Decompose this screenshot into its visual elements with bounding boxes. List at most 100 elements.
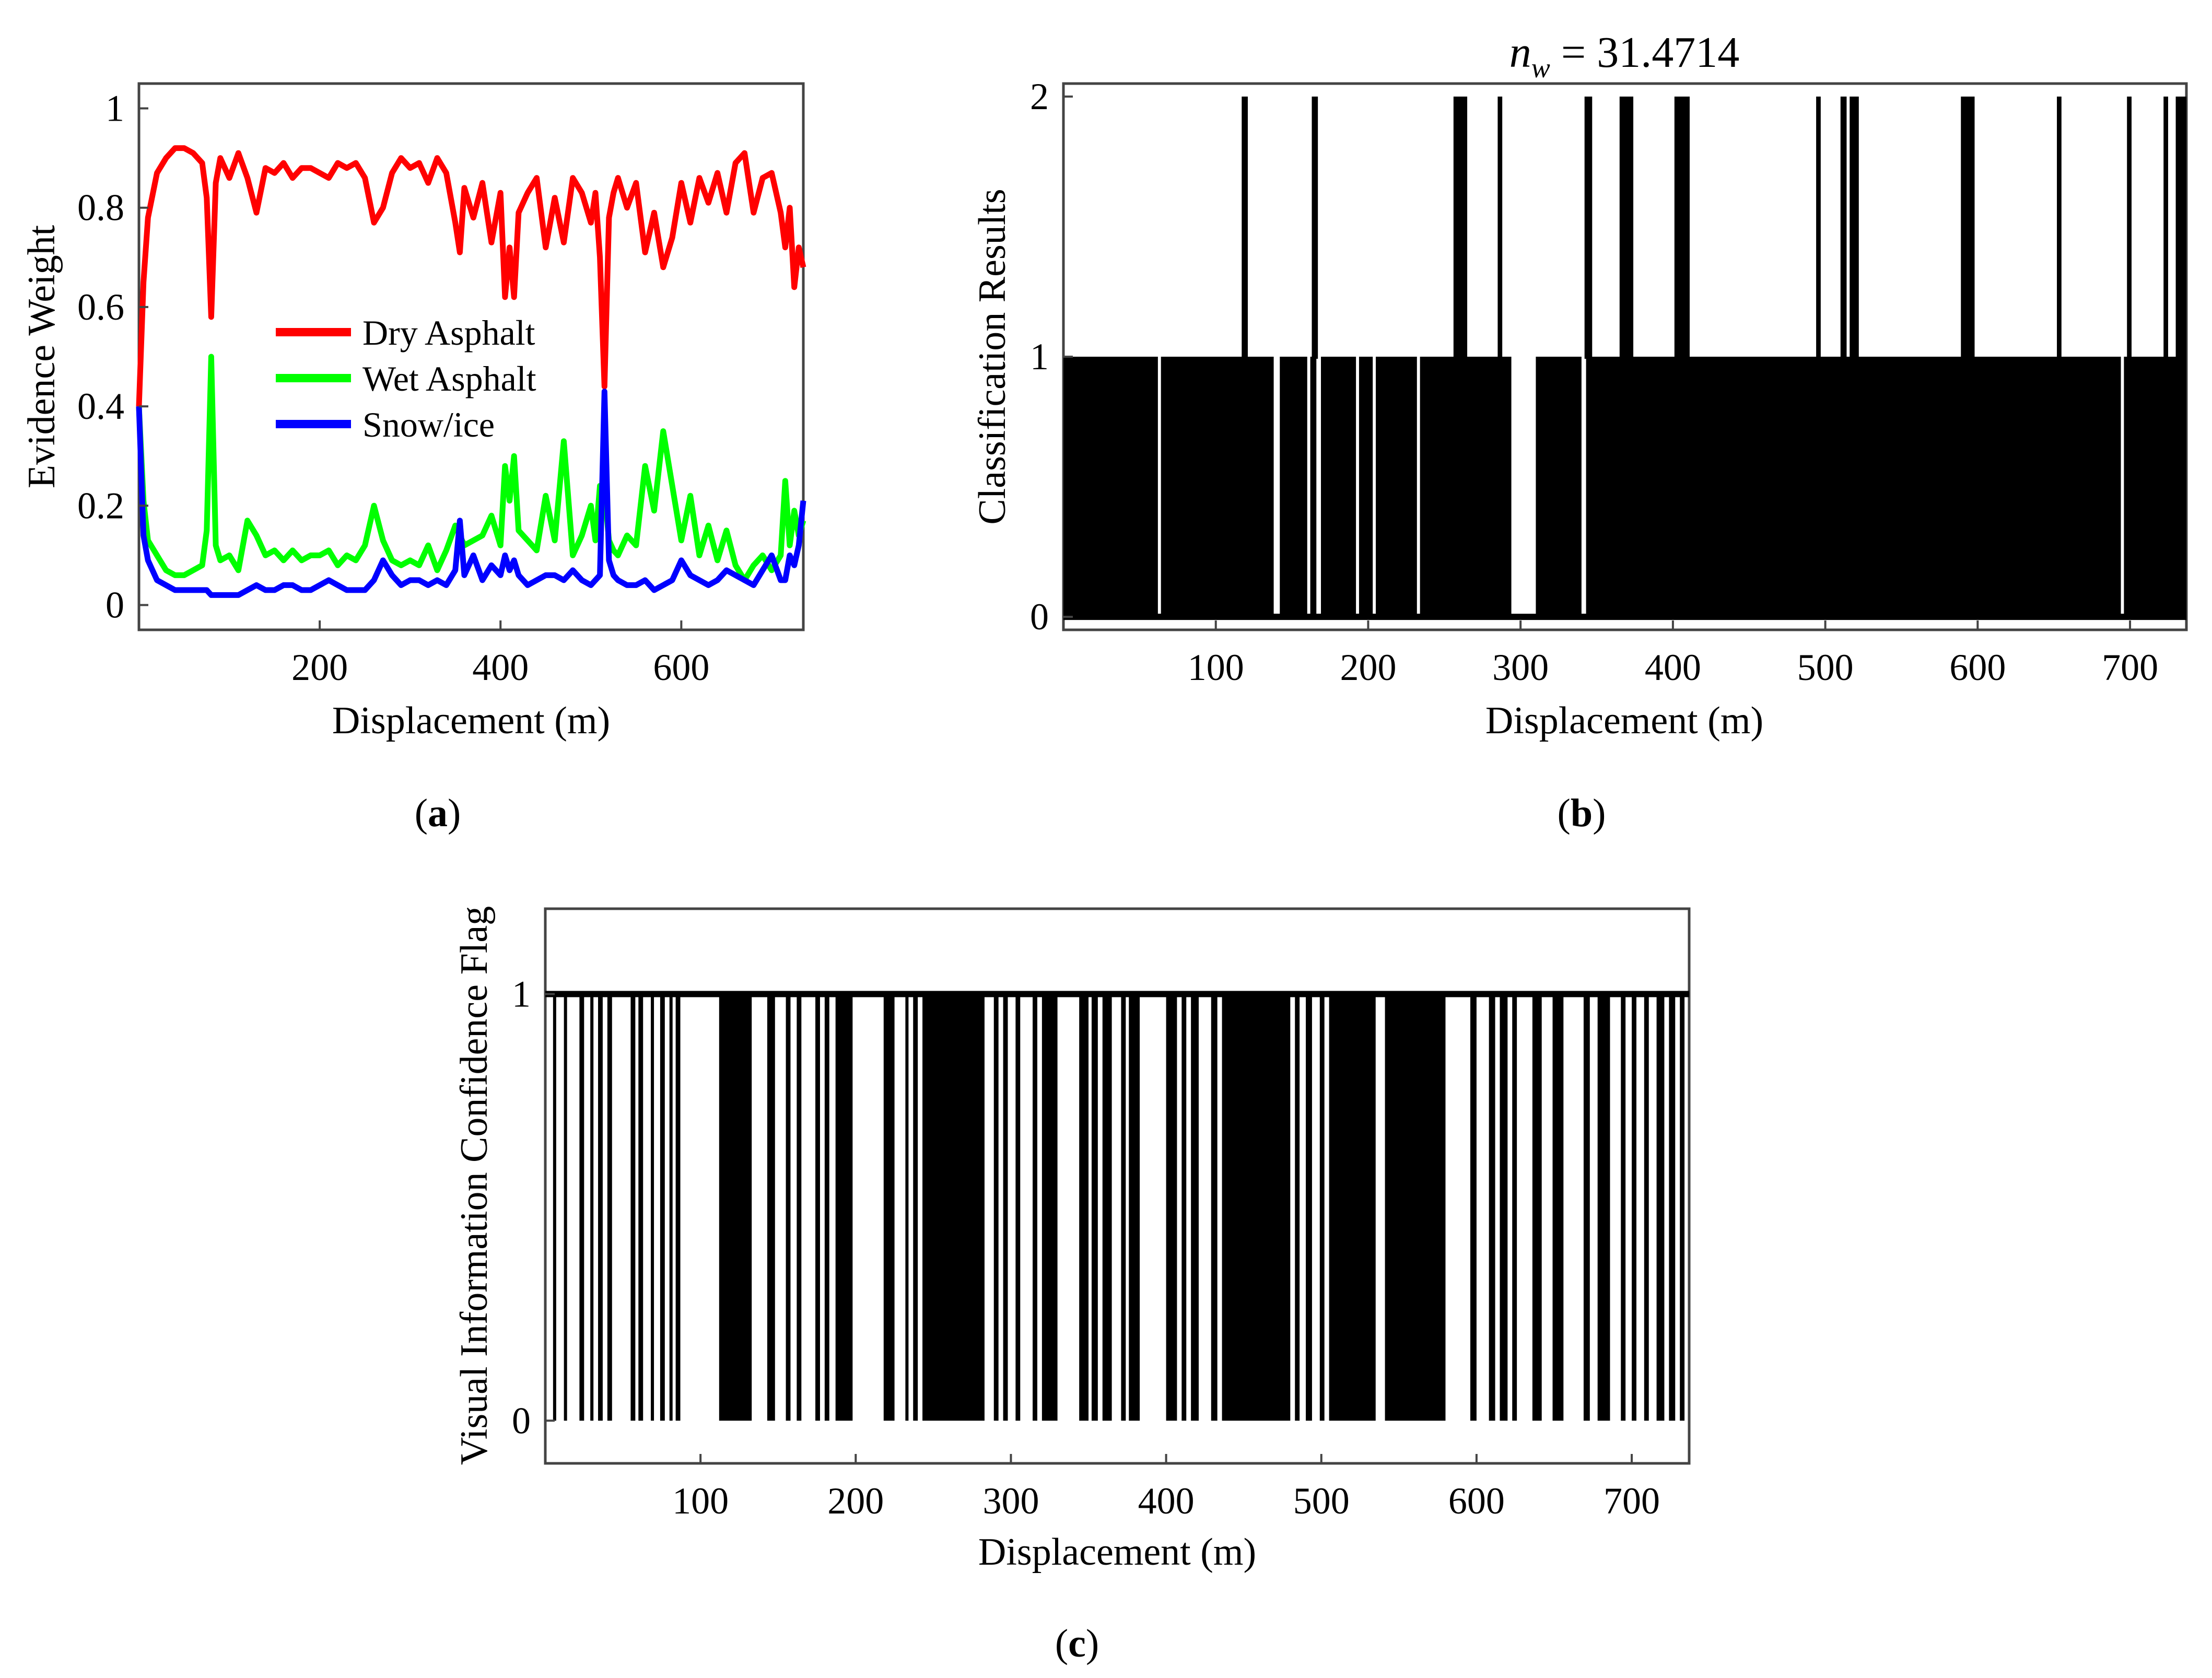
flag-zero-segment <box>1121 994 1126 1421</box>
flag-zero-segment <box>1632 994 1636 1421</box>
flag-zero-segment <box>1552 994 1564 1421</box>
class-gap <box>1157 356 1161 614</box>
x-tick-label: 200 <box>291 647 348 688</box>
flag-zero-segment <box>660 994 665 1421</box>
panel-a-series-group <box>136 145 806 598</box>
flag-zero-segment <box>1306 994 1312 1421</box>
class-gap <box>1356 356 1359 614</box>
dense-class-region <box>1063 357 1512 617</box>
y-tick-label: 0 <box>512 1400 531 1441</box>
series-line-snow-ice <box>136 389 806 598</box>
flag-zero-segment <box>1211 994 1218 1421</box>
panel-b-caption-letter: b <box>1571 791 1593 835</box>
panel-b: 100 200 300 400 500 600 700 0 1 2 nw = 31.4714 Di… <box>971 28 2188 835</box>
flag-zero-segment <box>913 994 918 1421</box>
flag-zero-segment <box>1102 994 1112 1421</box>
panel-a-caption-letter: a <box>428 791 448 835</box>
dense-class-region <box>1536 357 2186 617</box>
panel-c: 100 200 300 400 500 600 700 0 1 Displacement (m)… <box>453 906 1691 1665</box>
y-tick-label: 0 <box>1030 596 1049 638</box>
panel-b-title: nw = 31.4714 <box>1509 28 1739 84</box>
flag-zero-segment <box>553 994 556 1421</box>
x-tick-label: 600 <box>1949 647 2006 688</box>
x-tick-label: 600 <box>1448 1480 1505 1522</box>
panel-c-caption-letter: c <box>1068 1622 1086 1665</box>
x-tick-label: 100 <box>672 1480 729 1522</box>
class-gap <box>1417 356 1420 614</box>
panel-b-caption: (b) <box>1558 791 1606 835</box>
flag-zero-segment <box>1181 994 1187 1421</box>
flag-zero-segment <box>1583 994 1590 1421</box>
flag-zero-segment <box>638 994 643 1421</box>
x-tick-label: 500 <box>1293 1480 1350 1522</box>
flag-zero-segment <box>607 994 612 1421</box>
panel-a: 200 400 600 0 0.2 0.4 0.6 0.8 1 Displacement (m)… <box>20 82 806 835</box>
flag-zero-segment <box>719 994 752 1421</box>
flag-zero-segment <box>669 994 673 1421</box>
panel-a-tick-group: 200 400 600 0 0.2 0.4 0.6 0.8 1 <box>77 88 709 688</box>
legend-label-dry-asphalt: Dry Asphalt <box>362 313 535 353</box>
flag-zero-segment <box>1532 994 1542 1421</box>
x-tick-label: 500 <box>1797 647 1854 688</box>
panel-a-x-axis-label: Displacement (m) <box>332 699 610 742</box>
class-gap <box>1373 356 1376 614</box>
class-spike <box>1584 96 1593 359</box>
panel-c-bar-group <box>545 991 1689 1421</box>
panel-b-title-subscript: w <box>1531 52 1550 84</box>
class-spike <box>2175 96 2186 359</box>
flag-zero-segment <box>786 994 791 1421</box>
flag-zero-segment <box>1644 994 1649 1421</box>
panel-a-caption: (a) <box>415 791 461 835</box>
class-spike <box>1850 96 1859 359</box>
x-tick-label: 200 <box>1340 647 1396 688</box>
flag-zero-segment <box>598 994 603 1421</box>
flag-zero-segment <box>1470 994 1477 1421</box>
flag-zero-segment <box>630 994 636 1421</box>
y-tick-label: 0.8 <box>77 187 124 229</box>
flag-zero-segment <box>1191 994 1199 1421</box>
legend-label-wet-asphalt: Wet Asphalt <box>362 359 536 398</box>
flag-zero-segment <box>1656 994 1665 1421</box>
flag-zero-segment <box>1222 994 1291 1421</box>
panel-b-y-axis-label: Classification Results <box>971 189 1014 524</box>
flag-zero-segment <box>651 994 654 1421</box>
panel-c-caption: (c) <box>1055 1622 1099 1665</box>
flag-zero-segment <box>1597 994 1610 1421</box>
flag-zero-segment <box>1003 994 1008 1421</box>
class-gap <box>1307 356 1310 614</box>
flag-zero-segment <box>1015 994 1021 1421</box>
panel-a-y-axis-label: Evidence Weight <box>20 225 63 488</box>
x-tick-label: 300 <box>1492 647 1549 688</box>
flag-zero-segment <box>675 994 681 1421</box>
panel-b-title-symbol: n <box>1509 28 1531 77</box>
panel-c-x-axis-label: Displacement (m) <box>978 1531 1256 1574</box>
flag-zero-segment <box>590 994 594 1421</box>
flag-zero-segment <box>1166 994 1177 1421</box>
flag-zero-segment <box>1033 994 1037 1421</box>
x-tick-label: 100 <box>1188 647 1244 688</box>
panel-a-legend: Dry Asphalt Wet Asphalt Snow/ice <box>276 313 536 444</box>
flag-zero-segment <box>883 994 895 1421</box>
x-tick-label: 700 <box>1604 1480 1660 1522</box>
class-spike <box>1497 96 1503 359</box>
x-tick-label: 600 <box>653 647 709 688</box>
flag-zero-segment <box>905 994 909 1421</box>
flag-zero-segment <box>1385 994 1446 1421</box>
flag-zero-segment <box>1489 994 1495 1421</box>
x-tick-label: 400 <box>1645 647 1701 688</box>
y-tick-label: 0 <box>106 584 124 626</box>
y-tick-label: 1 <box>1030 336 1049 378</box>
y-tick-label: 1 <box>106 88 124 130</box>
class-gap <box>1316 356 1321 614</box>
class-spike <box>1674 96 1690 359</box>
panel-b-x-axis-label: Displacement (m) <box>1485 699 1763 742</box>
y-tick-label: 1 <box>512 973 531 1015</box>
y-tick-label: 0.4 <box>77 385 124 427</box>
legend-label-snow-ice: Snow/ice <box>362 405 495 444</box>
class-spike <box>2163 96 2168 359</box>
flag-zero-segment <box>1041 994 1058 1421</box>
series-line-wet-asphalt <box>136 354 806 583</box>
x-tick-label: 300 <box>982 1480 1039 1522</box>
flag-zero-segment <box>922 994 985 1421</box>
